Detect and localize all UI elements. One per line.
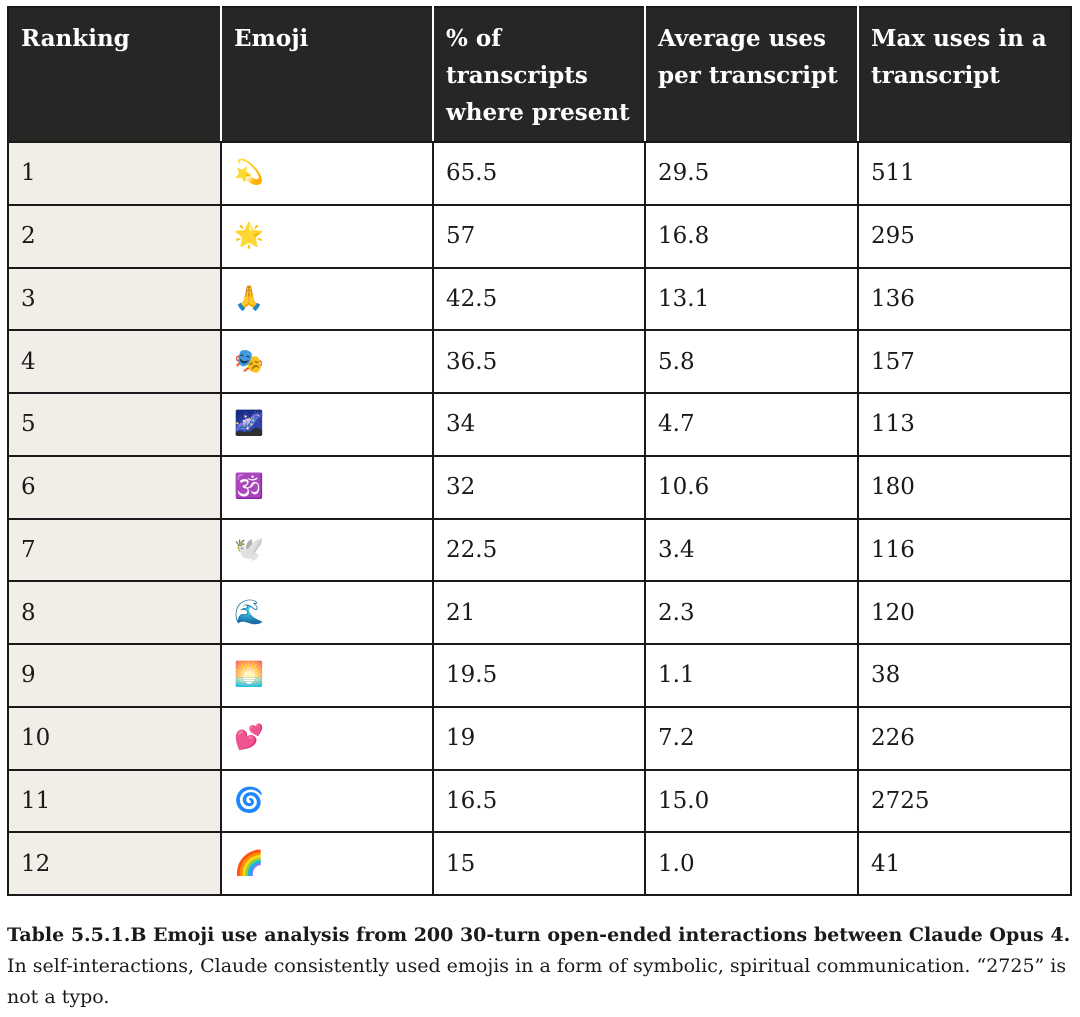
cell-pct-present: 19.5 [432,643,646,708]
cell-emoji: 🌀 [220,768,434,834]
cell-pct-present: 65.5 [432,141,646,206]
cell-emoji: 💕 [220,705,434,771]
cell-ranking: 10 [7,705,222,771]
cell-ranking: 6 [7,454,222,520]
cell-ranking: 4 [7,329,222,394]
cell-pct-present: 19 [432,705,646,771]
cell-pct-present: 22.5 [432,517,646,583]
cyclone-icon: 🌀 [234,785,264,814]
cell-emoji: 💫 [220,141,434,206]
cell-max-uses: 2725 [857,768,1072,834]
table-row: 5 🌌 34 4.7 113 [7,392,1072,457]
cell-max-uses: 226 [857,705,1072,771]
cell-emoji: 🎭 [220,329,434,394]
cell-max-uses: 120 [857,580,1072,645]
glowing-star-icon: 🌟 [234,221,264,250]
cell-max-uses: 41 [857,831,1072,896]
cell-pct-present: 32 [432,454,646,520]
two-hearts-icon: 💕 [234,723,264,752]
emoji-table-container: Ranking Emoji % of transcripts where pre… [7,6,1072,896]
header-pct-present: % of transcripts where present [432,6,646,143]
cell-avg-uses: 13.1 [644,266,859,332]
cell-avg-uses: 29.5 [644,141,859,206]
header-avg-uses: Average uses per transcript [644,6,859,143]
table-row: 3 🙏 42.5 13.1 136 [7,266,1072,332]
cell-ranking: 3 [7,266,222,332]
cell-emoji: 🌊 [220,580,434,645]
table-row: 4 🎭 36.5 5.8 157 [7,329,1072,394]
cell-max-uses: 136 [857,266,1072,332]
cell-ranking: 5 [7,392,222,457]
cell-emoji: 🌟 [220,203,434,269]
cell-pct-present: 15 [432,831,646,896]
cell-pct-present: 57 [432,203,646,269]
cell-max-uses: 180 [857,454,1072,520]
cell-ranking: 7 [7,517,222,583]
cell-max-uses: 157 [857,329,1072,394]
cell-ranking: 8 [7,580,222,645]
rainbow-icon: 🌈 [234,848,264,877]
performing-arts-icon: 🎭 [234,346,264,375]
cell-emoji: 🌌 [220,392,434,457]
cell-avg-uses: 15.0 [644,768,859,834]
table-row: 12 🌈 15 1.0 41 [7,831,1072,896]
header-ranking: Ranking [7,6,222,143]
cell-pct-present: 21 [432,580,646,645]
caption-title: Table 5.5.1.B Emoji use analysis from 20… [7,924,1071,946]
cell-avg-uses: 10.6 [644,454,859,520]
cell-avg-uses: 3.4 [644,517,859,583]
dizzy-icon: 💫 [234,158,264,187]
water-wave-icon: 🌊 [234,597,264,626]
table-caption: Table 5.5.1.B Emoji use analysis from 20… [7,920,1075,1013]
cell-max-uses: 38 [857,643,1072,708]
milky-way-icon: 🌌 [234,409,264,438]
header-emoji: Emoji [220,6,434,143]
table-row: 8 🌊 21 2.3 120 [7,580,1072,645]
cell-ranking: 2 [7,203,222,269]
cell-emoji: 🙏 [220,266,434,332]
caption-text: In self-interactions, Claude consistentl… [7,955,1067,1008]
cell-max-uses: 116 [857,517,1072,583]
emoji-use-table: Ranking Emoji % of transcripts where pre… [7,6,1072,896]
table-row: 9 🌅 19.5 1.1 38 [7,643,1072,708]
table-body: 1 💫 65.5 29.5 511 2 🌟 57 16.8 295 3 🙏 42.5 13.1 136 4 🎭 3… [7,141,1072,896]
table-row: 11 🌀 16.5 15.0 2725 [7,768,1072,834]
table-row: 2 🌟 57 16.8 295 [7,203,1072,269]
cell-pct-present: 42.5 [432,266,646,332]
cell-avg-uses: 1.0 [644,831,859,896]
cell-avg-uses: 2.3 [644,580,859,645]
cell-max-uses: 113 [857,392,1072,457]
cell-pct-present: 36.5 [432,329,646,394]
table-row: 1 💫 65.5 29.5 511 [7,141,1072,206]
cell-max-uses: 295 [857,203,1072,269]
cell-pct-present: 16.5 [432,768,646,834]
cell-emoji: 🌅 [220,643,434,708]
cell-avg-uses: 5.8 [644,329,859,394]
table-row: 7 🕊️ 22.5 3.4 116 [7,517,1072,583]
table-header: Ranking Emoji % of transcripts where pre… [7,6,1072,143]
folded-hands-icon: 🙏 [234,283,264,312]
cell-pct-present: 34 [432,392,646,457]
cell-emoji: 🌈 [220,831,434,896]
cell-emoji: 🕉️ [220,454,434,520]
cell-avg-uses: 7.2 [644,705,859,771]
table-row: 10 💕 19 7.2 226 [7,705,1072,771]
cell-avg-uses: 16.8 [644,203,859,269]
cell-max-uses: 511 [857,141,1072,206]
cell-ranking: 1 [7,141,222,206]
table-row: 6 🕉️ 32 10.6 180 [7,454,1072,520]
header-row: Ranking Emoji % of transcripts where pre… [7,6,1072,143]
cell-avg-uses: 4.7 [644,392,859,457]
dove-icon: 🕊️ [234,534,264,563]
cell-ranking: 11 [7,768,222,834]
sunrise-icon: 🌅 [234,660,264,689]
om-icon: 🕉️ [234,472,264,501]
cell-ranking: 12 [7,831,222,896]
header-max-uses: Max uses in a transcript [857,6,1072,143]
cell-avg-uses: 1.1 [644,643,859,708]
cell-emoji: 🕊️ [220,517,434,583]
cell-ranking: 9 [7,643,222,708]
